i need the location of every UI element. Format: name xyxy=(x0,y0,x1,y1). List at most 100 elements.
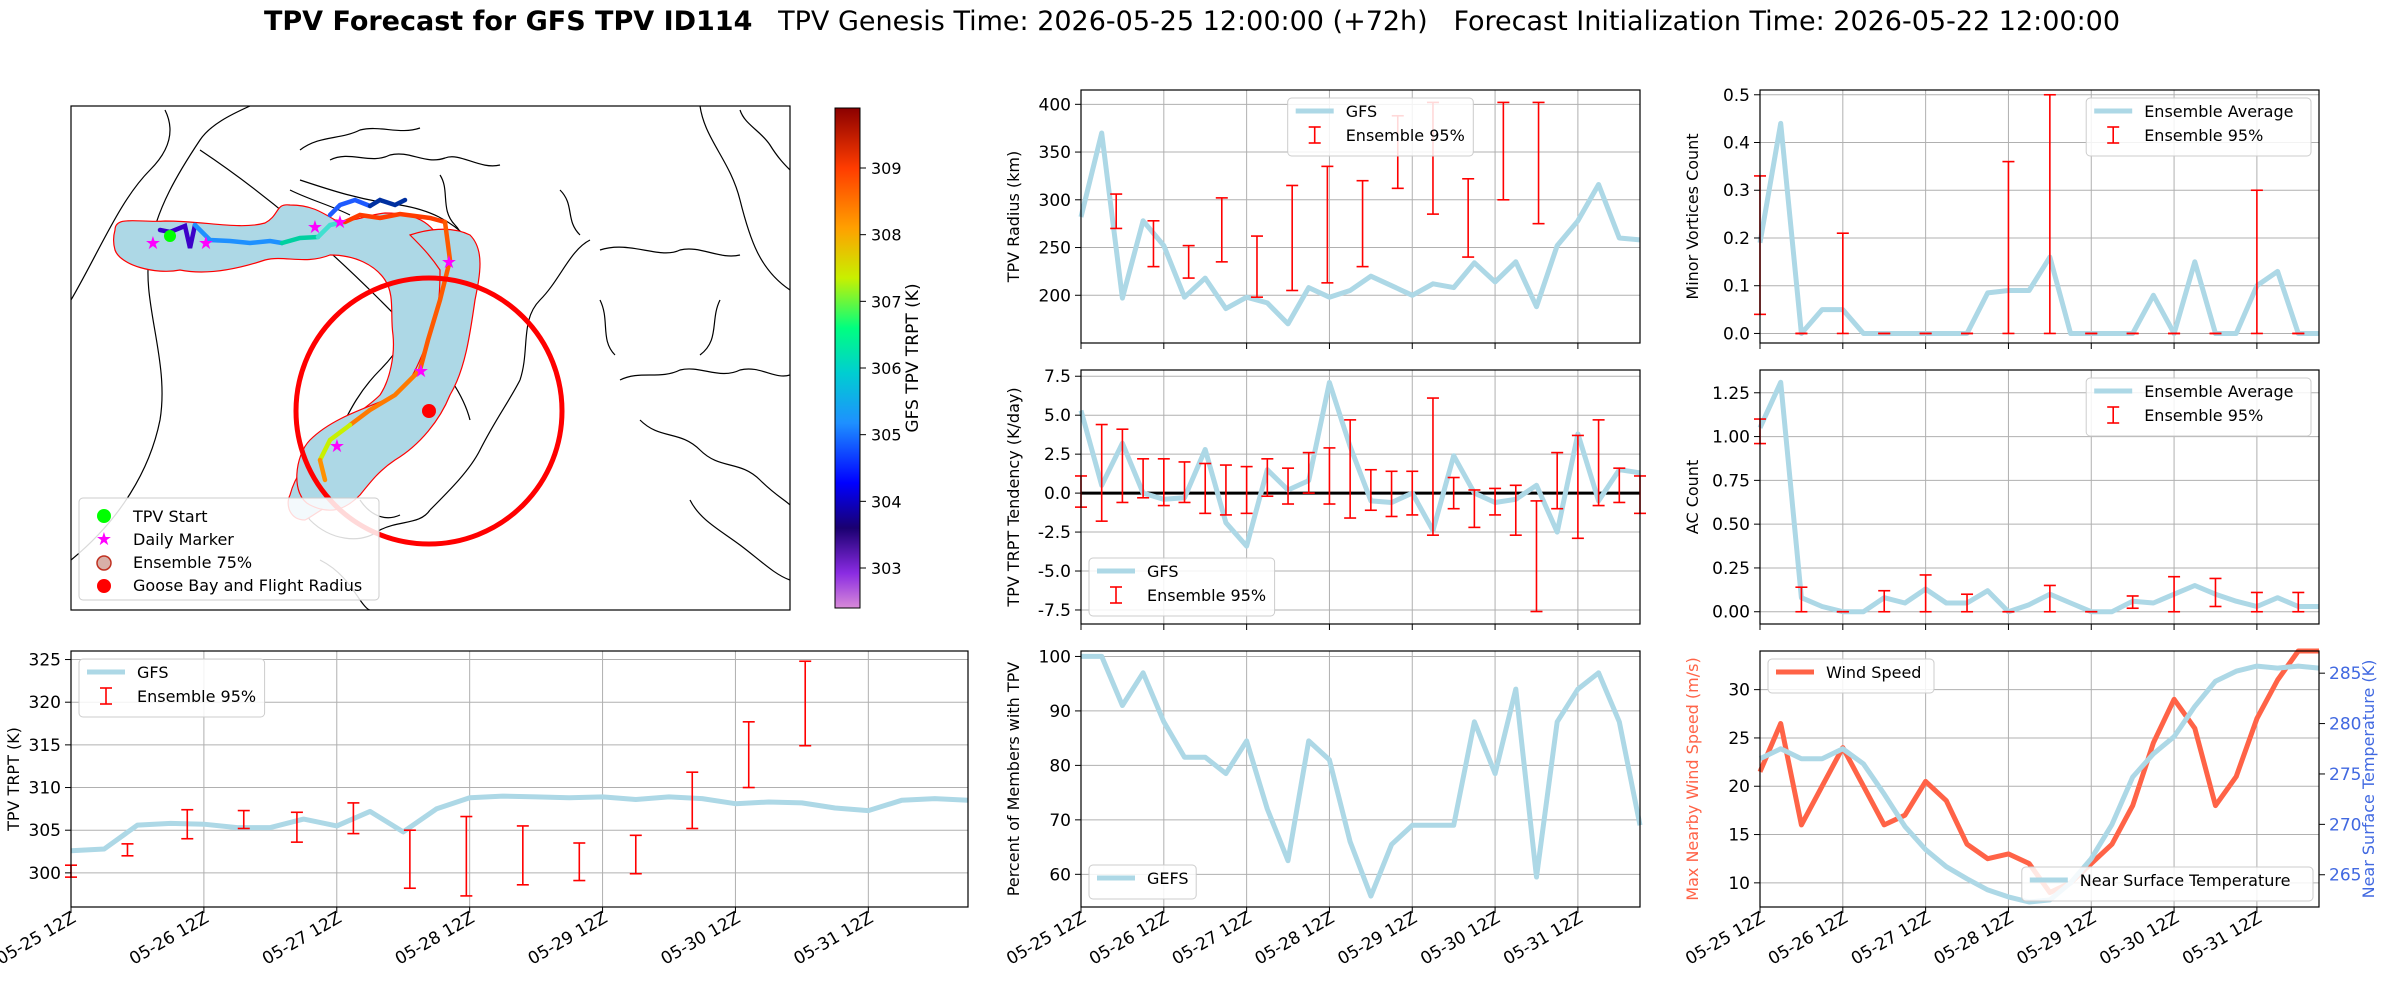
error-bar xyxy=(1199,462,1212,515)
y-tick-label: 0.00 xyxy=(1712,603,1750,623)
x-tick-label: 05-31 12Z xyxy=(1500,908,1586,969)
error-bar xyxy=(2002,160,2015,335)
error-bar xyxy=(1530,500,1543,613)
svg-text:★: ★ xyxy=(145,233,161,254)
legend-frame xyxy=(1767,658,1935,694)
error-bar xyxy=(2043,584,2056,613)
colorbar-tick-label: 306 xyxy=(871,359,902,378)
legend-label: Ensemble 75% xyxy=(133,553,252,572)
series-line-gfs xyxy=(70,793,969,854)
x-tick-label: 05-29 12Z xyxy=(2013,908,2099,969)
error-bar xyxy=(237,809,250,830)
error-bar xyxy=(181,808,194,840)
legend-frame xyxy=(78,658,266,718)
error-bar xyxy=(403,829,416,890)
plot-frame xyxy=(1080,650,1641,908)
error-bar xyxy=(742,721,755,789)
tpv-start-marker xyxy=(164,230,176,242)
y-tick-label: 350 xyxy=(1039,143,1071,163)
svg-text:★: ★ xyxy=(307,217,323,238)
error-bar xyxy=(1406,470,1419,516)
y-tick-label: 300 xyxy=(29,864,61,884)
series-line-ensemble-average xyxy=(1757,120,2319,336)
legend-label: Ensemble 95% xyxy=(1147,586,1266,605)
y2-tick-label: 265 xyxy=(2329,866,2361,886)
legend-frame xyxy=(1088,864,1197,900)
x-tick-label: 05-31 12Z xyxy=(791,908,877,969)
legend-goose-swatch xyxy=(97,579,111,593)
error-bar xyxy=(1462,177,1475,258)
legend: GEFS xyxy=(1088,864,1197,900)
track-map: ★ ★ ★ ★ ★ ★ ★ ★ TPV Start Daily Marker E… xyxy=(70,105,791,611)
y-tick-label: 5.0 xyxy=(1044,406,1071,426)
error-bar xyxy=(1110,193,1123,230)
legend-label: GEFS xyxy=(1147,869,1189,888)
y-axis-label: Max Nearby Wind Speed (m/s) xyxy=(1683,657,1702,900)
chart-trpt: 300 305 310 315 320 325 TPV TRPT (K) 05-25 12Z 0… xyxy=(0,650,969,969)
series-line-ensemble-average xyxy=(1757,379,2319,615)
error-bar xyxy=(1961,593,1974,613)
error-bar xyxy=(1182,244,1195,279)
chart-percent: 60 70 80 90 100 Percent of Members with TPV 05… xyxy=(1003,647,1643,969)
y-tick-label: 2.5 xyxy=(1044,445,1071,465)
legend-frame xyxy=(2085,377,2312,437)
error-bar xyxy=(2250,591,2263,613)
colorbar-label: GFS TPV TRPT (K) xyxy=(903,283,923,432)
error-bars xyxy=(1754,418,2305,613)
error-bar xyxy=(629,834,642,875)
error-bar xyxy=(1532,101,1545,225)
legend-label: GFS xyxy=(137,663,168,682)
error-bar xyxy=(2168,575,2181,613)
error-bar xyxy=(1147,219,1160,268)
y-tick-label: 0.3 xyxy=(1723,181,1750,201)
y-tick-label: 7.5 xyxy=(1044,367,1071,387)
x-tick-label: 05-30 12Z xyxy=(2096,908,2182,969)
error-bar xyxy=(1489,487,1502,516)
legend-label: GFS xyxy=(1147,562,1178,581)
y-tick-label: 1.25 xyxy=(1712,384,1750,404)
error-bar xyxy=(1344,419,1357,519)
x-tick-label: 05-29 12Z xyxy=(525,908,611,969)
error-bar xyxy=(1356,179,1369,268)
error-bar xyxy=(1447,476,1460,510)
legend-star-swatch: ★ xyxy=(96,529,112,550)
legend: GFS Ensemble 95% xyxy=(1088,557,1276,617)
colorbar-gradient xyxy=(834,107,861,609)
series-line-gfs xyxy=(1078,380,1641,549)
y-tick-label: 0.4 xyxy=(1723,134,1750,154)
chart-tendency: -7.5 -5.0 -2.5 0.0 2.5 5.0 7.5 TPV TRPT Tendenc… xyxy=(1004,367,1646,630)
y-tick-label: 0.5 xyxy=(1723,86,1750,106)
x-tick-label: 05-25 12Z xyxy=(0,908,80,969)
error-bar xyxy=(121,843,134,857)
error-bar xyxy=(1240,465,1253,515)
y-tick-label: 0.50 xyxy=(1712,515,1750,535)
figure-title: TPV Forecast for GFS TPV ID114 TPV Genes… xyxy=(0,6,2384,37)
legend-label: Ensemble Average xyxy=(2144,102,2293,121)
legend-errorbar-swatch xyxy=(1308,126,1321,144)
error-bar xyxy=(1551,451,1564,510)
error-bar xyxy=(1795,586,1808,613)
error-bar xyxy=(799,660,812,747)
error-bar xyxy=(1178,461,1191,504)
flight-radius-circle xyxy=(293,275,565,547)
legend-errorbar-swatch xyxy=(100,687,112,705)
y-axis-label: Minor Vortices Count xyxy=(1683,133,1702,299)
legend-label: Goose Bay and Flight Radius xyxy=(133,576,362,595)
x-tick-label: 05-27 12Z xyxy=(259,908,345,969)
y-tick-label: -7.5 xyxy=(1038,601,1071,621)
error-bar xyxy=(2209,577,2222,608)
error-bar xyxy=(1137,458,1150,499)
svg-text:★: ★ xyxy=(198,233,214,254)
y-tick-label: 0.75 xyxy=(1712,471,1750,491)
legend-frame xyxy=(1088,557,1276,617)
legend: GFS Ensemble 95% xyxy=(78,658,266,718)
legend: Near Surface Temperature xyxy=(2021,866,2314,902)
chart-radius: 200 250 300 350 400 TPV Radius (km) GFS Ensembl… xyxy=(1004,89,1641,349)
legend-label: Daily Marker xyxy=(133,530,234,549)
plot-frame xyxy=(1759,89,2320,344)
svg-text:★: ★ xyxy=(332,212,348,233)
legend-frame xyxy=(1287,97,1474,157)
error-bar xyxy=(1571,434,1584,540)
